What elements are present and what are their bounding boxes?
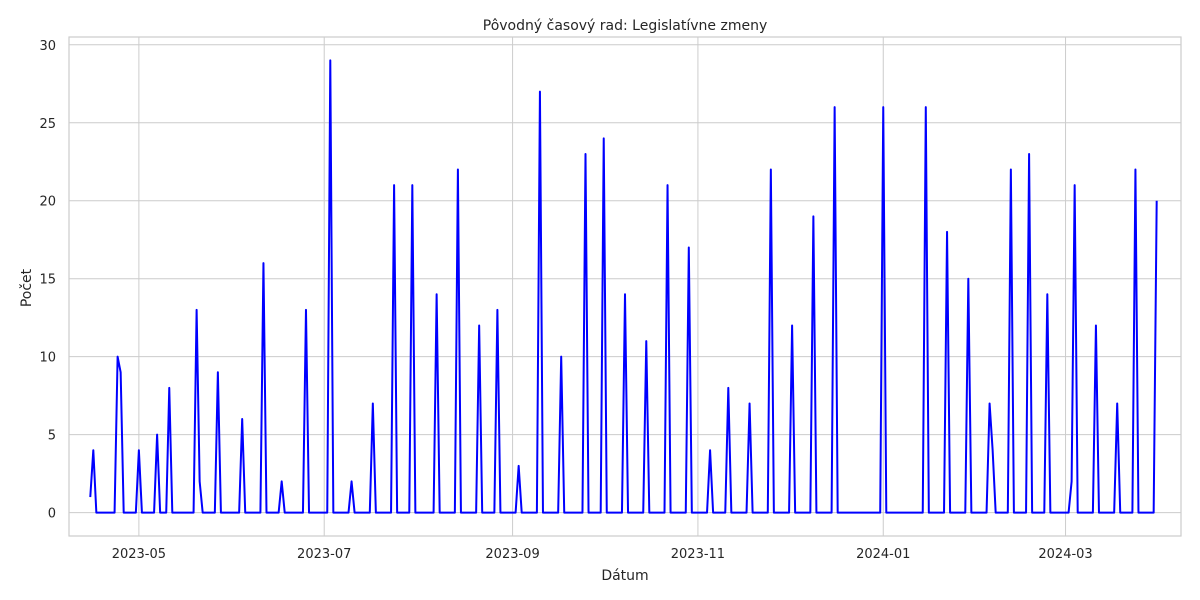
x-axis-label: Dátum xyxy=(601,568,648,584)
x-tick-label: 2023-09 xyxy=(485,547,539,562)
y-tick-labels: 0 5 10 15 20 25 30 xyxy=(39,39,56,522)
y-tick-label: 10 xyxy=(39,351,56,366)
y-tick-label: 30 xyxy=(39,39,56,54)
y-tick-label: 15 xyxy=(39,273,56,288)
y-tick-label: 0 xyxy=(48,507,56,522)
y-tick-label: 25 xyxy=(39,117,56,132)
series-layer xyxy=(89,59,1158,514)
y-tick-label: 5 xyxy=(48,429,56,444)
x-tick-label: 2024-01 xyxy=(856,547,910,562)
x-tick-label: 2023-11 xyxy=(671,547,725,562)
chart-title: Pôvodný časový rad: Legislatívne zmeny xyxy=(483,18,767,34)
x-tick-label: 2023-07 xyxy=(297,547,351,562)
y-axis-label: Počet xyxy=(19,268,35,307)
x-tick-label: 2023-05 xyxy=(112,547,166,562)
series-line xyxy=(89,59,1158,514)
x-tick-label: 2024-03 xyxy=(1038,547,1092,562)
plot-frame xyxy=(68,36,1182,537)
x-tick-labels: 2023-05 2023-07 2023-09 2023-11 2024-01 2024-… xyxy=(112,547,1093,562)
y-tick-label: 20 xyxy=(39,195,56,210)
